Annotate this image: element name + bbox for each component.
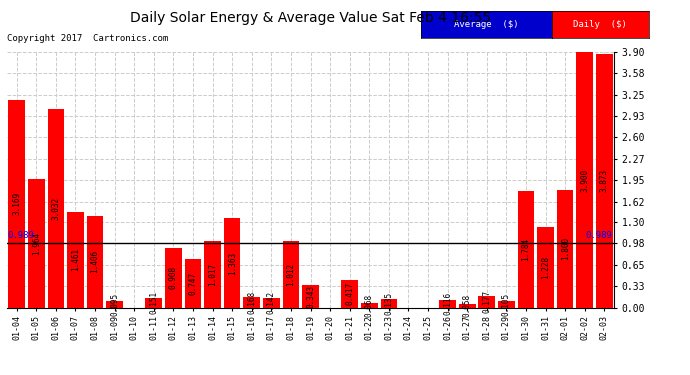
Bar bbox=[283, 242, 299, 308]
Text: 0.142: 0.142 bbox=[267, 291, 276, 314]
Bar bbox=[538, 227, 554, 308]
Bar bbox=[380, 298, 397, 307]
Bar bbox=[361, 303, 377, 307]
Bar bbox=[224, 218, 241, 308]
Text: 0.989: 0.989 bbox=[585, 231, 612, 240]
Text: 0.105: 0.105 bbox=[502, 292, 511, 316]
Text: 3.900: 3.900 bbox=[580, 168, 589, 192]
Text: Daily  ($): Daily ($) bbox=[573, 20, 627, 29]
Bar bbox=[67, 212, 83, 308]
Bar bbox=[518, 191, 534, 308]
Bar bbox=[8, 100, 25, 308]
Text: 1.964: 1.964 bbox=[32, 232, 41, 255]
Text: 3.169: 3.169 bbox=[12, 192, 21, 216]
Bar bbox=[165, 248, 181, 308]
Text: 0.908: 0.908 bbox=[169, 266, 178, 290]
Text: Average  ($): Average ($) bbox=[454, 20, 519, 29]
Bar bbox=[302, 285, 319, 308]
Text: 1.800: 1.800 bbox=[561, 237, 570, 260]
Text: 0.116: 0.116 bbox=[443, 292, 452, 315]
Bar bbox=[48, 109, 64, 307]
Text: 0.151: 0.151 bbox=[149, 291, 158, 314]
Bar bbox=[440, 300, 456, 307]
Bar bbox=[28, 179, 45, 308]
Bar bbox=[342, 280, 358, 308]
Bar bbox=[576, 53, 593, 308]
Text: 1.406: 1.406 bbox=[90, 250, 99, 273]
Bar bbox=[185, 259, 201, 308]
Text: 0.989: 0.989 bbox=[7, 231, 34, 240]
Text: 0.177: 0.177 bbox=[482, 290, 491, 313]
Text: Daily Solar Energy & Average Value Sat Feb 4 16:55: Daily Solar Energy & Average Value Sat F… bbox=[130, 11, 491, 25]
Text: 1.784: 1.784 bbox=[522, 238, 531, 261]
Bar bbox=[478, 296, 495, 307]
Bar bbox=[263, 298, 279, 307]
Text: 0.343: 0.343 bbox=[306, 285, 315, 308]
Text: 1.461: 1.461 bbox=[71, 248, 80, 271]
Text: 1.228: 1.228 bbox=[541, 256, 550, 279]
Text: 3.873: 3.873 bbox=[600, 170, 609, 192]
Text: 0.168: 0.168 bbox=[247, 291, 256, 314]
Bar bbox=[596, 54, 613, 307]
Bar bbox=[204, 241, 221, 308]
Text: 0.095: 0.095 bbox=[110, 293, 119, 316]
Text: 1.363: 1.363 bbox=[228, 251, 237, 274]
Bar bbox=[498, 301, 515, 307]
Bar bbox=[557, 190, 573, 308]
Bar bbox=[146, 298, 162, 307]
Bar bbox=[87, 216, 104, 308]
Text: 0.068: 0.068 bbox=[365, 294, 374, 317]
Text: 3.032: 3.032 bbox=[51, 197, 60, 220]
Text: 1.017: 1.017 bbox=[208, 263, 217, 286]
Text: 1.012: 1.012 bbox=[286, 263, 295, 286]
Text: 0.417: 0.417 bbox=[345, 282, 354, 305]
Text: 0.135: 0.135 bbox=[384, 291, 393, 315]
Text: Copyright 2017  Cartronics.com: Copyright 2017 Cartronics.com bbox=[7, 34, 168, 43]
Text: 0.747: 0.747 bbox=[188, 272, 197, 295]
Bar bbox=[459, 304, 475, 307]
Bar bbox=[244, 297, 260, 307]
Text: 0.058: 0.058 bbox=[463, 294, 472, 317]
Bar bbox=[106, 301, 123, 307]
